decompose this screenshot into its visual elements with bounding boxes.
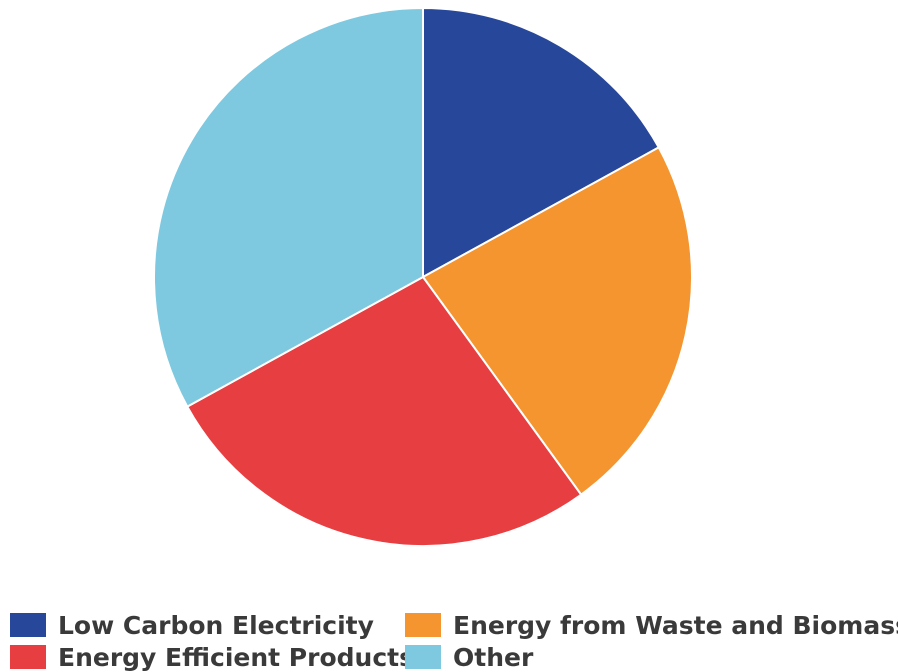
pie-chart <box>152 7 693 547</box>
legend-swatch <box>405 645 441 669</box>
chart-legend: Low Carbon Electricity Energy from Waste… <box>10 610 898 672</box>
pie-slice-low-carbon-electricity <box>422 7 660 278</box>
legend-label: Energy from Waste and Biomass <box>453 610 898 640</box>
legend-swatch <box>405 613 441 637</box>
legend-label: Other <box>453 642 534 672</box>
legend-item-energy-from-waste-and-biomass: Energy from Waste and Biomass <box>405 610 898 640</box>
legend-swatch <box>10 645 46 669</box>
legend-item-other: Other <box>405 642 895 672</box>
legend-item-low-carbon-electricity: Low Carbon Electricity <box>10 610 405 640</box>
pie-slice-energy-efficient-products <box>186 276 583 547</box>
legend-label: Low Carbon Electricity <box>58 610 374 640</box>
pie-slice-other <box>152 7 424 408</box>
legend-label: Energy Efficient Products <box>58 642 414 672</box>
legend-item-energy-efficient-products: Energy Efficient Products <box>10 642 414 672</box>
pie-slice-energy-from-waste-and-biomass <box>422 146 693 496</box>
legend-swatch <box>10 613 46 637</box>
